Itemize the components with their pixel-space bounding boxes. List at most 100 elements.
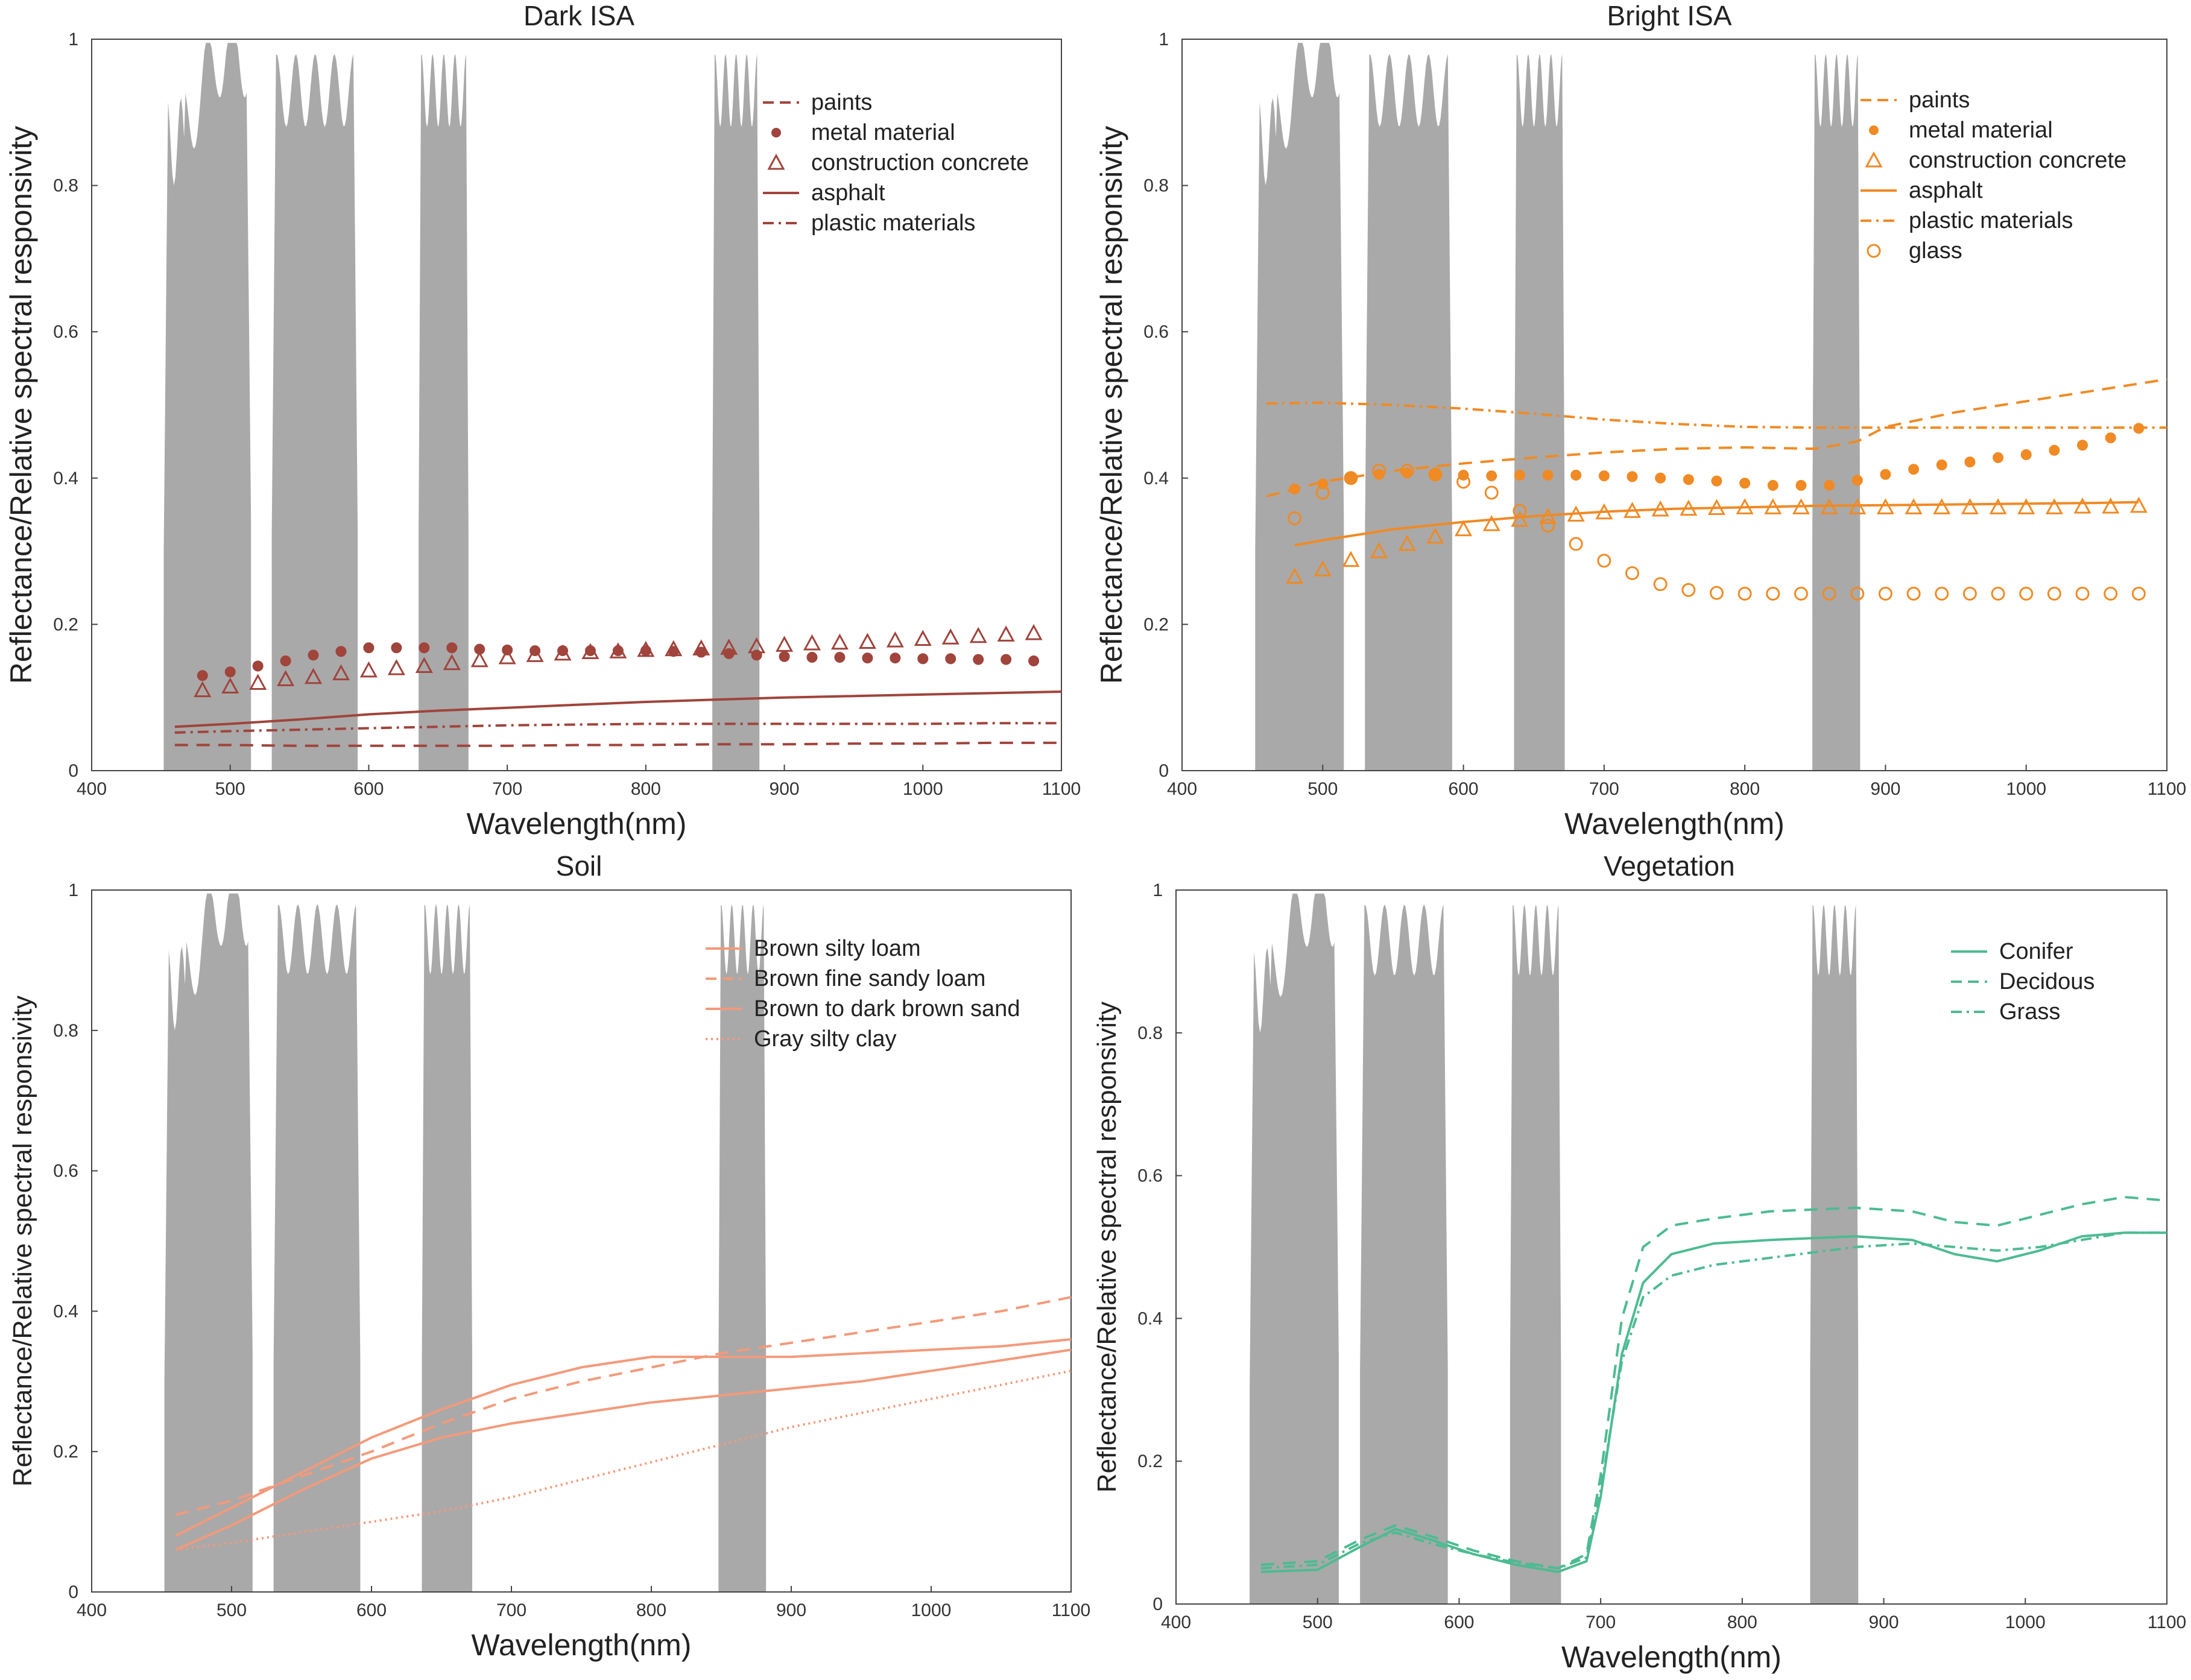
x-tick-label: 1000 — [911, 1600, 952, 1620]
legend-label: Decidous — [1999, 969, 2095, 994]
legend-label: Conifer — [1999, 939, 2073, 964]
data-point-metal-material — [1655, 472, 1666, 484]
series-line-Brown-fine-sandy-loam — [175, 1296, 1072, 1516]
data-point-glass — [2131, 586, 2146, 601]
legend-label: construction concrete — [811, 150, 1029, 175]
y-tick-label: 0 — [1159, 761, 1169, 781]
data-point-construction-concrete — [194, 681, 212, 698]
y-tick-label: 0.8 — [53, 176, 78, 196]
data-point-metal-material — [419, 642, 430, 654]
data-point-construction-concrete — [1286, 567, 1304, 584]
y-tick-label: 0.6 — [1143, 322, 1169, 342]
series-line-Decidous — [1260, 1196, 2167, 1570]
chart-title: Bright ISA — [1607, 0, 1731, 31]
legend-label: paints — [811, 90, 872, 115]
data-point-glass — [1315, 485, 1330, 500]
data-point-glass — [1653, 577, 1668, 592]
spectral-band-green — [1365, 54, 1452, 771]
data-point-metal-material — [890, 652, 901, 664]
spectral-band-red — [419, 54, 469, 771]
legend-label: Brown to dark brown sand — [754, 996, 1020, 1022]
x-tick-label: 500 — [1303, 1612, 1333, 1632]
x-tick-label: 800 — [1730, 779, 1760, 799]
data-point-construction-concrete — [665, 640, 683, 657]
x-tick-label: 900 — [1869, 1612, 1899, 1632]
data-point-construction-concrete — [387, 659, 405, 675]
data-point-metal-material — [1683, 474, 1694, 485]
data-point-glass — [1541, 519, 1555, 533]
y-tick-label: 0.6 — [53, 322, 78, 342]
x-tick-label: 700 — [492, 779, 522, 799]
data-point-construction-concrete — [1989, 498, 2007, 514]
x-tick-label: 1000 — [2006, 779, 2046, 799]
x-tick-label: 400 — [1167, 779, 1197, 799]
y-tick-label: 0.8 — [53, 1021, 78, 1041]
data-point-construction-concrete — [249, 674, 267, 690]
axes-box — [91, 39, 1062, 771]
chart-panel-1: 400 500 600 700 800 900 1000 1100 0 0.2 0.4 0.6 0.8 1… — [4, 0, 1081, 841]
y-tick-label: 0 — [68, 761, 78, 781]
data-point-glass — [1484, 485, 1499, 500]
series-line-paints — [1266, 378, 2167, 498]
data-point-construction-concrete — [2102, 497, 2120, 514]
y-tick-label: 0.6 — [1137, 1166, 1163, 1186]
y-tick-label: 1 — [68, 880, 78, 900]
x-tick-label: 700 — [496, 1600, 526, 1620]
data-point-construction-concrete — [2129, 496, 2148, 513]
x-tick-label: 400 — [77, 779, 107, 799]
chart-title: Dark ISA — [523, 0, 634, 31]
data-point-construction-concrete — [2045, 498, 2063, 514]
data-point-construction-concrete — [886, 631, 904, 648]
data-point-glass — [1878, 586, 1892, 601]
series-line-Grass — [1260, 1231, 2167, 1570]
x-tick-label: 500 — [217, 1600, 247, 1620]
series-line-asphalt — [1294, 501, 2139, 547]
y-tick-label: 0.2 — [1137, 1451, 1163, 1471]
data-point-metal-material — [1880, 469, 1891, 480]
x-tick-label: 900 — [770, 779, 800, 799]
data-point-construction-concrete — [803, 634, 821, 651]
y-tick-label: 0 — [68, 1582, 78, 1602]
data-point-metal-material — [1289, 483, 1300, 494]
data-point-metal-material — [308, 649, 319, 661]
data-point-construction-concrete — [1370, 542, 1388, 558]
x-axis-label: Wavelength(nm) — [1564, 807, 1785, 841]
x-tick-label: 800 — [1727, 1612, 1757, 1632]
x-tick-label: 500 — [1307, 779, 1338, 799]
data-point-construction-concrete — [221, 677, 239, 694]
data-point-metal-material — [391, 642, 402, 654]
x-tick-label: 800 — [636, 1600, 666, 1620]
data-point-construction-concrete — [1455, 520, 1473, 537]
x-tick-label: 600 — [356, 1600, 387, 1620]
chart-title: Vegetation — [1604, 850, 1734, 882]
data-point-glass — [1737, 586, 1752, 601]
y-axis-label: Reflectance/Relative spectral responsivi… — [1092, 1002, 1122, 1492]
x-tick-label: 900 — [776, 1600, 806, 1620]
legend-marker — [771, 128, 781, 137]
y-tick-label: 0.2 — [1143, 614, 1169, 634]
data-point-metal-material — [224, 666, 236, 678]
data-point-construction-concrete — [443, 654, 461, 671]
y-tick-label: 0.6 — [53, 1161, 78, 1181]
data-point-metal-material — [1001, 654, 1012, 665]
data-point-construction-concrete — [720, 639, 738, 655]
data-point-glass — [1344, 471, 1358, 485]
data-point-metal-material — [1993, 452, 2004, 463]
axes-box — [1175, 889, 2167, 1605]
data-point-construction-concrete — [1876, 498, 1894, 514]
legend-label: paints — [1909, 87, 1970, 113]
legend-label: Brown silty loam — [754, 936, 921, 961]
data-point-construction-concrete — [997, 625, 1015, 642]
data-point-metal-material — [779, 651, 790, 662]
data-point-metal-material — [1570, 469, 1582, 481]
legend-label: metal material — [1909, 118, 2053, 143]
spectral-band-nir — [1812, 54, 1861, 771]
legend-label: asphalt — [811, 180, 885, 206]
data-point-metal-material — [1514, 469, 1525, 481]
data-point-construction-concrete — [858, 633, 876, 649]
x-tick-label: 500 — [215, 779, 245, 799]
y-axis-label: Reflectance/Relative spectral responsivi… — [1095, 126, 1128, 684]
x-tick-label: 400 — [77, 1600, 107, 1620]
data-point-metal-material — [280, 655, 291, 667]
